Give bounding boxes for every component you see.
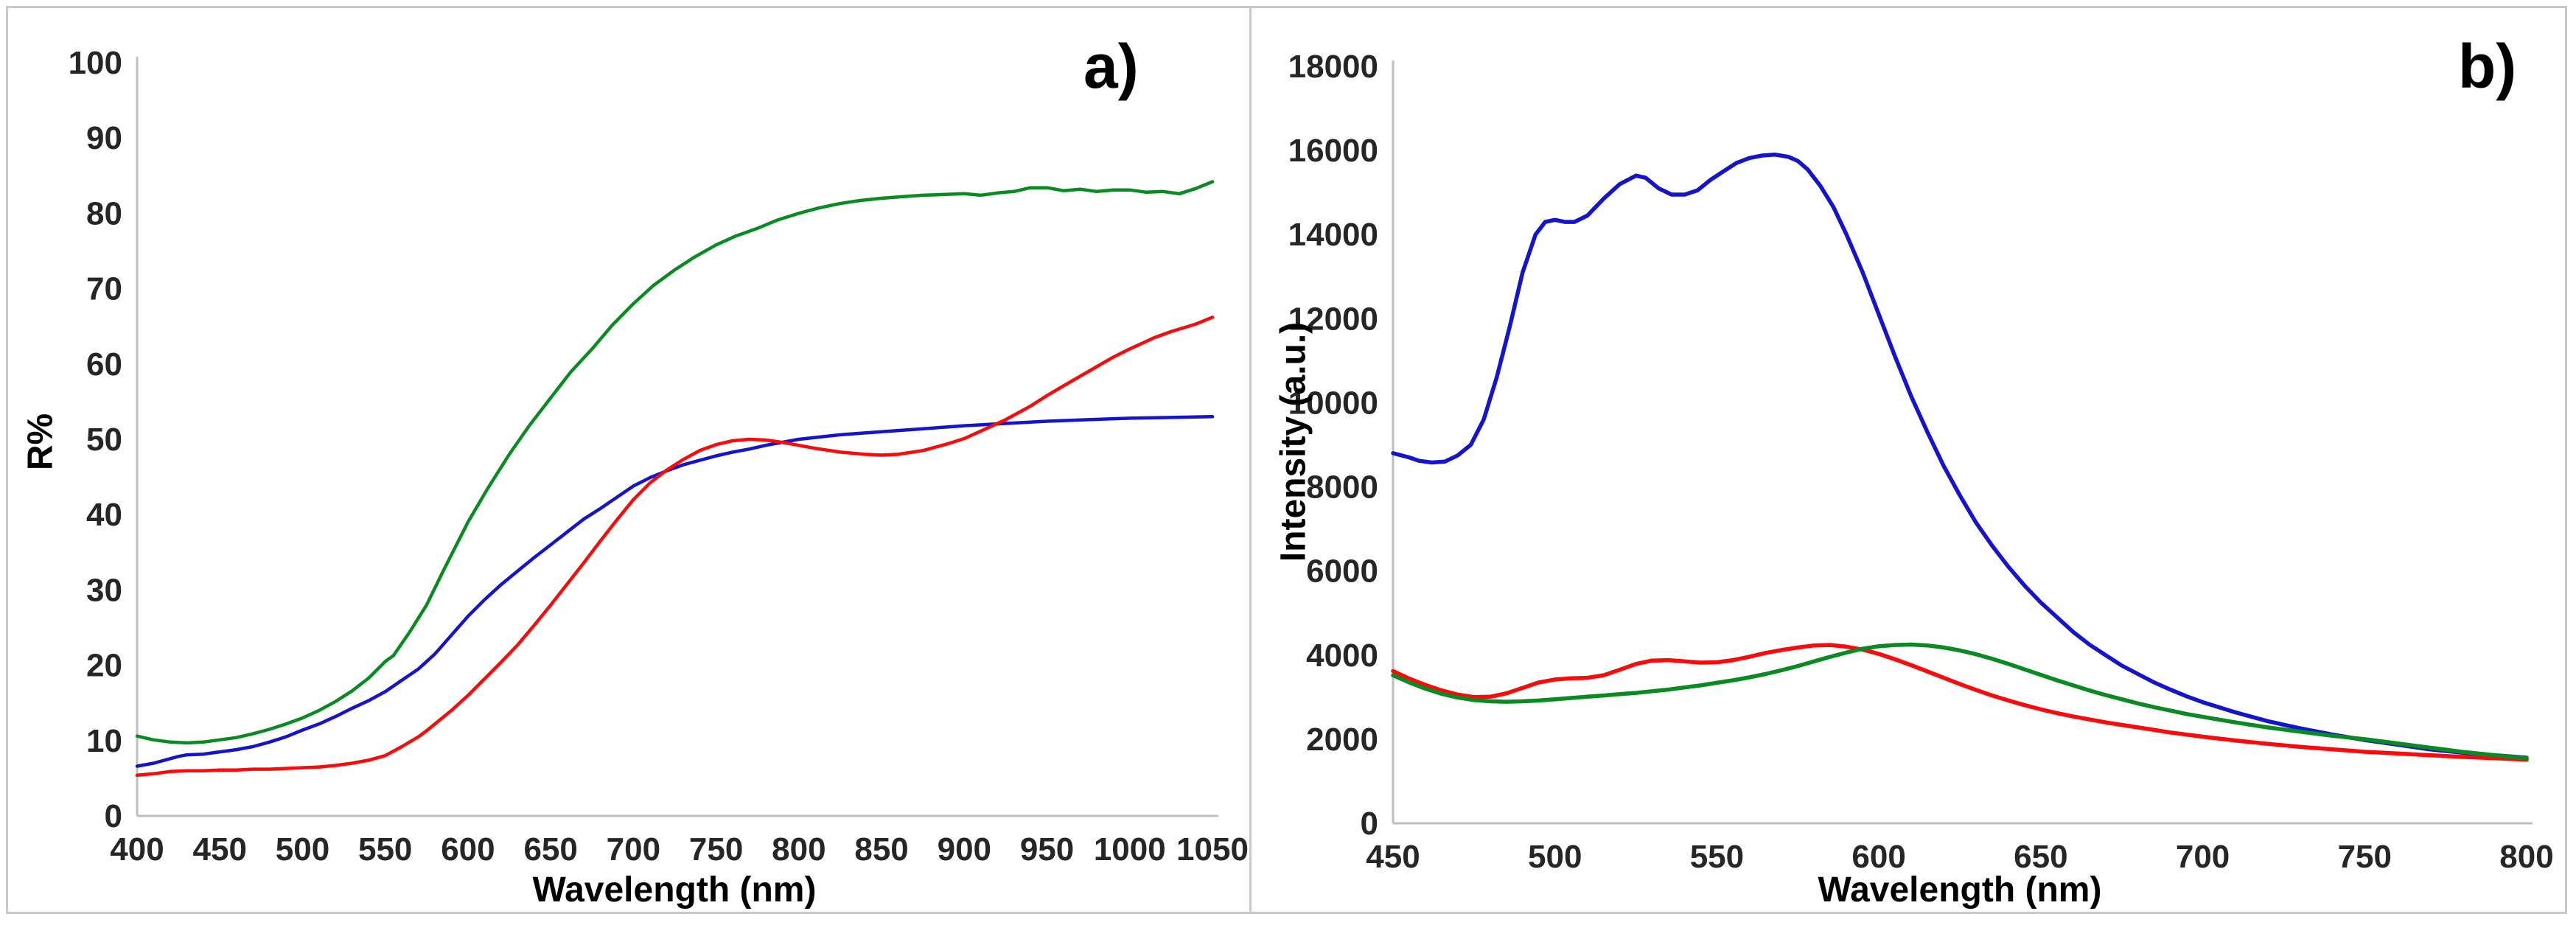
x-tick-label: 1000 xyxy=(1094,831,1166,868)
panel-b-label: b) xyxy=(2458,32,2517,101)
curve-red-series xyxy=(135,315,1215,778)
y-tick-label: 70 xyxy=(86,271,122,307)
x-tick-label: 500 xyxy=(276,831,329,868)
x-tick-label: 600 xyxy=(1851,839,1905,875)
y-tick-label: 20 xyxy=(86,648,122,684)
y-tick-label: 18000 xyxy=(1288,49,1378,85)
panel-a-x-axis-title: Wavelength (nm) xyxy=(532,870,817,910)
x-tick-label: 500 xyxy=(1528,839,1582,875)
x-tick-label: 400 xyxy=(110,831,164,868)
y-tick-label: 10000 xyxy=(1288,385,1378,421)
x-tick-label: 1050 xyxy=(1176,831,1249,868)
x-tick-label: 750 xyxy=(689,831,743,868)
y-tick-label: 14000 xyxy=(1288,217,1378,253)
x-tick-label: 450 xyxy=(193,831,247,868)
curve-green-series xyxy=(135,180,1215,745)
x-tick-label: 850 xyxy=(854,831,908,868)
x-tick-label: 700 xyxy=(607,831,660,868)
y-tick-label: 2000 xyxy=(1306,722,1378,758)
x-tick-label: 750 xyxy=(2338,839,2392,875)
y-tick-label: 0 xyxy=(105,798,122,834)
x-tick-label: 450 xyxy=(1366,839,1420,875)
panel-divider-line xyxy=(1249,6,1252,914)
y-tick-label: 60 xyxy=(86,346,122,383)
curve-green-series xyxy=(1391,642,2529,761)
x-tick-label: 650 xyxy=(523,831,577,868)
x-tick-label: 800 xyxy=(772,831,825,868)
y-tick-label: 40 xyxy=(86,497,122,533)
y-tick-label: 8000 xyxy=(1306,470,1378,506)
figure-border xyxy=(6,6,2567,914)
curve-blue-series xyxy=(135,415,1215,768)
y-tick-label: 90 xyxy=(86,120,122,156)
x-tick-label: 650 xyxy=(2014,839,2067,875)
y-tick-label: 50 xyxy=(86,422,122,458)
y-tick-label: 12000 xyxy=(1288,301,1378,337)
x-tick-label: 550 xyxy=(1690,839,1744,875)
y-tick-label: 100 xyxy=(69,45,122,81)
x-tick-label: 950 xyxy=(1020,831,1074,868)
x-tick-label: 700 xyxy=(2176,839,2230,875)
panel-b-y-axis-title: Intensity (a.u.) xyxy=(1274,321,1313,562)
y-tick-label: 0 xyxy=(1361,806,1378,842)
y-tick-label: 6000 xyxy=(1306,554,1378,590)
panel-b-x-axis-title: Wavelength (nm) xyxy=(1818,870,2102,910)
x-tick-label: 550 xyxy=(358,831,412,868)
x-tick-label: 600 xyxy=(441,831,495,868)
y-tick-label: 4000 xyxy=(1306,638,1378,674)
panel-a-y-axis-title: R% xyxy=(21,413,60,471)
y-tick-label: 10 xyxy=(86,723,122,759)
y-tick-label: 80 xyxy=(86,195,122,231)
x-tick-label: 800 xyxy=(2499,839,2553,875)
y-tick-label: 30 xyxy=(86,572,122,608)
panel-a-label: a) xyxy=(1083,32,1139,101)
curve-red-series xyxy=(1391,643,2529,762)
x-tick-label: 900 xyxy=(938,831,991,868)
curve-blue-series xyxy=(1391,153,2529,760)
y-tick-label: 16000 xyxy=(1288,133,1378,169)
